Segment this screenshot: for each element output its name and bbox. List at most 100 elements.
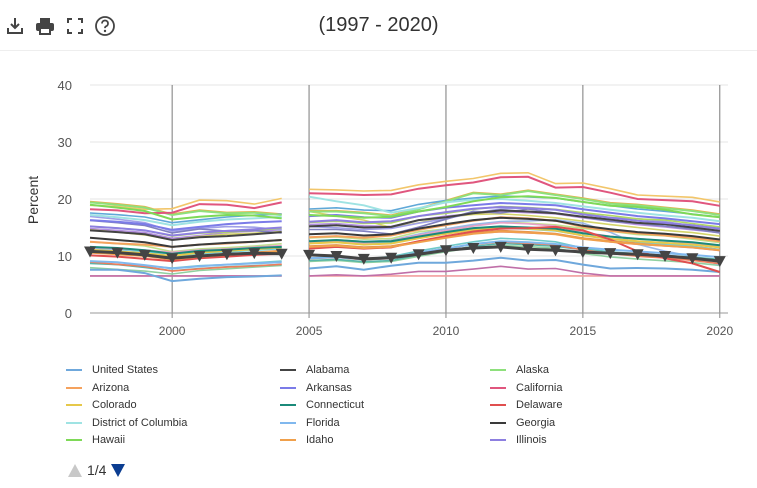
print-icon bbox=[36, 18, 54, 35]
series-line-georgia bbox=[89, 236, 282, 248]
legend-item-georgia[interactable]: Georgia bbox=[490, 416, 555, 430]
legend-item-alaska[interactable]: Alaska bbox=[490, 363, 549, 377]
fullscreen-icon bbox=[67, 18, 83, 34]
series-line-alabama bbox=[89, 229, 282, 242]
download-icon bbox=[7, 18, 23, 34]
legend-label: United States bbox=[92, 364, 159, 376]
series-line-other-state-6 bbox=[309, 171, 720, 203]
legend-swatch bbox=[66, 421, 82, 424]
print-button[interactable] bbox=[30, 11, 60, 41]
series-marker bbox=[467, 243, 480, 255]
chart-series-lines bbox=[89, 171, 721, 283]
legend-item-california[interactable]: California bbox=[490, 381, 562, 395]
help-icon bbox=[95, 16, 115, 36]
legend-label: Florida bbox=[306, 416, 340, 429]
series-marker bbox=[631, 249, 644, 261]
series-line-arkansas bbox=[89, 219, 282, 231]
series-line-marker-georgia bbox=[309, 245, 720, 263]
legend-label: California bbox=[516, 381, 563, 394]
series-marker bbox=[220, 249, 233, 261]
legend-swatch bbox=[66, 439, 82, 442]
legend-label: Hawaii bbox=[92, 434, 126, 447]
series-marker bbox=[549, 245, 562, 257]
legend-swatch bbox=[490, 369, 506, 371]
series-line-marker-georgia bbox=[89, 249, 282, 260]
series-line-idaho bbox=[309, 230, 720, 252]
chart-legend: United States Alabama Alaska Arizona Arkansa… bbox=[66, 362, 666, 454]
legend-label: Arizona bbox=[92, 381, 130, 394]
series-marker bbox=[412, 249, 425, 261]
legend-item-hawaii[interactable]: Hawaii bbox=[66, 433, 125, 447]
legend-label: Arkansas bbox=[306, 381, 352, 394]
x-tick-label: 2020 bbox=[706, 324, 733, 338]
series-marker bbox=[138, 249, 151, 261]
series-marker bbox=[275, 248, 288, 260]
series-line-illinois bbox=[309, 205, 720, 230]
x-tick-label: 2010 bbox=[433, 324, 460, 338]
legend-label: Connecticut bbox=[306, 399, 365, 412]
series-line-alaska bbox=[89, 201, 282, 217]
series-marker bbox=[494, 241, 507, 253]
y-tick-label: 10 bbox=[58, 249, 72, 264]
series-marker bbox=[522, 244, 535, 256]
help-button[interactable] bbox=[90, 11, 120, 41]
series-marker bbox=[439, 245, 452, 257]
series-line-other-state-16 bbox=[309, 265, 720, 277]
chart-markers bbox=[84, 241, 726, 268]
series-marker bbox=[166, 253, 179, 265]
series-line-hawaii bbox=[89, 203, 282, 221]
series-marker bbox=[193, 251, 206, 262]
fullscreen-button[interactable] bbox=[60, 11, 90, 41]
legend-swatch bbox=[280, 421, 296, 424]
series-line-alabama bbox=[309, 209, 720, 232]
legend-label: District of Columbia bbox=[92, 416, 188, 429]
series-line-delaware bbox=[89, 252, 282, 263]
legend-label: Georgia bbox=[516, 416, 556, 429]
legend-swatch bbox=[490, 421, 506, 424]
series-line-district-of-columbia bbox=[89, 214, 282, 227]
series-marker bbox=[576, 247, 589, 259]
legend-item-illinois[interactable]: Illinois bbox=[490, 433, 547, 447]
legend-item-alabama[interactable]: Alabama bbox=[280, 363, 349, 377]
series-marker bbox=[385, 252, 398, 264]
x-tick-label: 2015 bbox=[570, 324, 597, 338]
series-marker bbox=[659, 251, 672, 262]
y-tick-label: 40 bbox=[58, 78, 72, 93]
legend-item-united-states[interactable]: United States bbox=[66, 363, 158, 377]
legend-label: Idaho bbox=[306, 434, 334, 447]
legend-swatch bbox=[280, 386, 296, 389]
chart-toolbar bbox=[0, 8, 120, 44]
chart-grid bbox=[90, 84, 728, 314]
y-tick-label: 20 bbox=[58, 192, 72, 207]
legend-next-page-icon[interactable] bbox=[111, 463, 126, 477]
legend-swatch bbox=[280, 404, 296, 407]
series-marker bbox=[248, 248, 261, 260]
legend-item-florida[interactable]: Florida bbox=[280, 416, 340, 430]
legend-pager: 1/4 bbox=[68, 462, 126, 478]
series-marker bbox=[604, 248, 617, 260]
x-tick-label: 2000 bbox=[159, 324, 186, 338]
header-divider bbox=[0, 50, 757, 51]
legend-swatch bbox=[280, 439, 296, 442]
y-tick-label: 0 bbox=[65, 306, 72, 321]
series-line-other-state-6 bbox=[89, 197, 282, 211]
legend-item-district-of-columbia[interactable]: District of Columbia bbox=[66, 416, 187, 430]
series-line-other-state-5 bbox=[309, 210, 720, 234]
legend-swatch bbox=[66, 404, 82, 407]
chart-axes: 0 10 20 30 40 2000 2005 2010 2015 2020 bbox=[58, 78, 734, 338]
legend-prev-page-icon[interactable] bbox=[68, 463, 82, 477]
legend-label: Alabama bbox=[306, 364, 350, 376]
legend-item-connecticut[interactable]: Connecticut bbox=[280, 398, 364, 412]
legend-item-idaho[interactable]: Idaho bbox=[280, 433, 334, 447]
legend-item-colorado[interactable]: Colorado bbox=[66, 398, 137, 412]
legend-swatch bbox=[490, 404, 506, 407]
series-marker bbox=[330, 251, 343, 262]
legend-item-delaware[interactable]: Delaware bbox=[490, 398, 562, 412]
legend-item-arkansas[interactable]: Arkansas bbox=[280, 381, 352, 395]
series-line-other-state-7 bbox=[309, 244, 720, 267]
legend-item-arizona[interactable]: Arizona bbox=[66, 381, 129, 395]
download-button[interactable] bbox=[0, 11, 30, 41]
series-line-other-state-13 bbox=[89, 215, 282, 233]
series-line-connecticut bbox=[309, 225, 720, 247]
chart-title: (1997 - 2020) bbox=[318, 14, 439, 36]
